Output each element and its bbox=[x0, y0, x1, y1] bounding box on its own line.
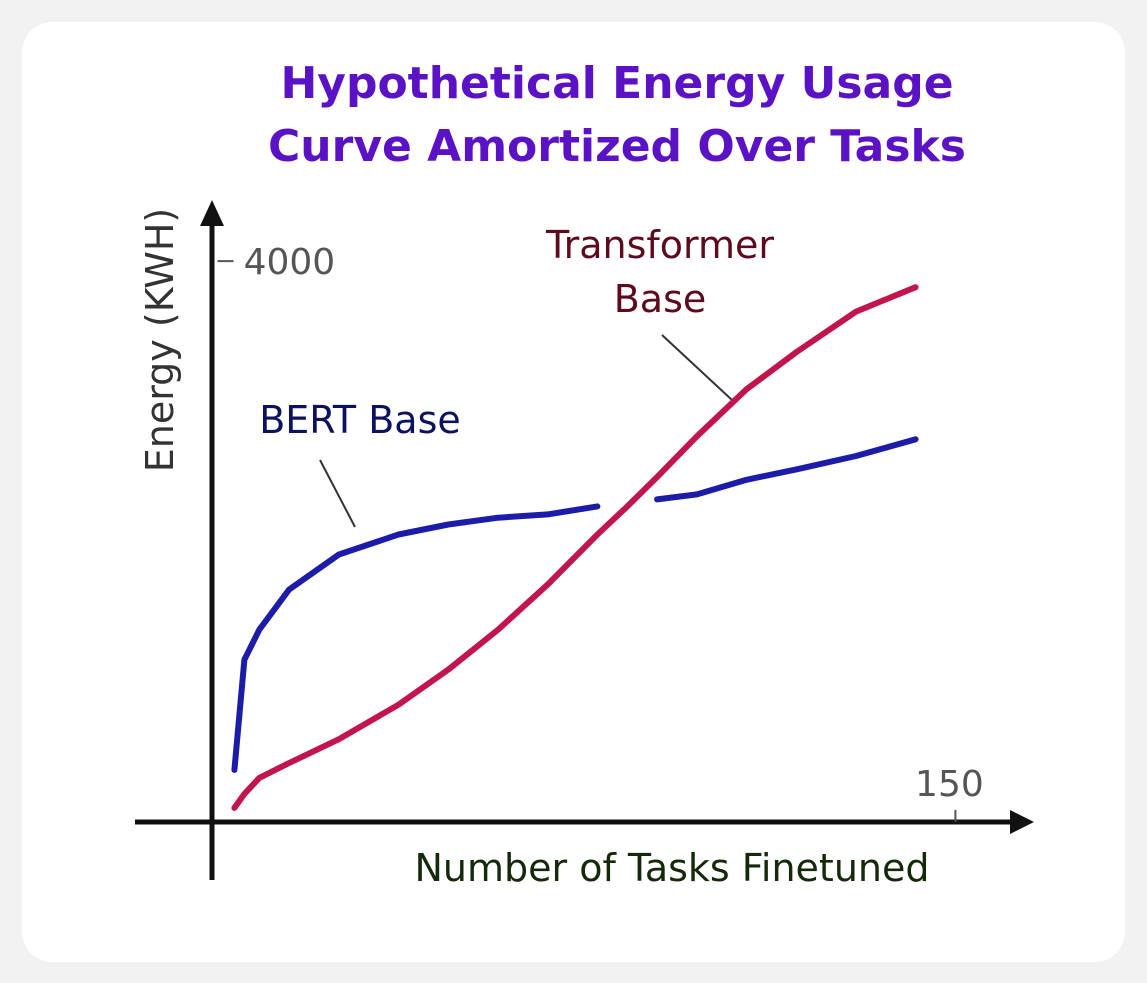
x-tick-label: 150 bbox=[915, 764, 984, 805]
bert-leader bbox=[319, 459, 356, 528]
series-line bbox=[231, 436, 919, 773]
card bbox=[22, 22, 1125, 962]
chart-title: Hypothetical Energy Usage Curve Amortize… bbox=[268, 58, 966, 172]
x-axis-label: Number of Tasks Finetuned bbox=[414, 846, 930, 890]
y-tick-label: 4000 bbox=[244, 242, 336, 283]
x-axis-arrow bbox=[1010, 810, 1034, 834]
y-axis-arrow bbox=[200, 200, 224, 226]
y-axis-label: Energy (KWH) bbox=[138, 207, 182, 473]
series-line bbox=[231, 284, 919, 811]
series-label: Transformer Base bbox=[545, 223, 775, 321]
series-label: BERT Base bbox=[259, 398, 461, 442]
transformer-leader bbox=[661, 334, 733, 401]
